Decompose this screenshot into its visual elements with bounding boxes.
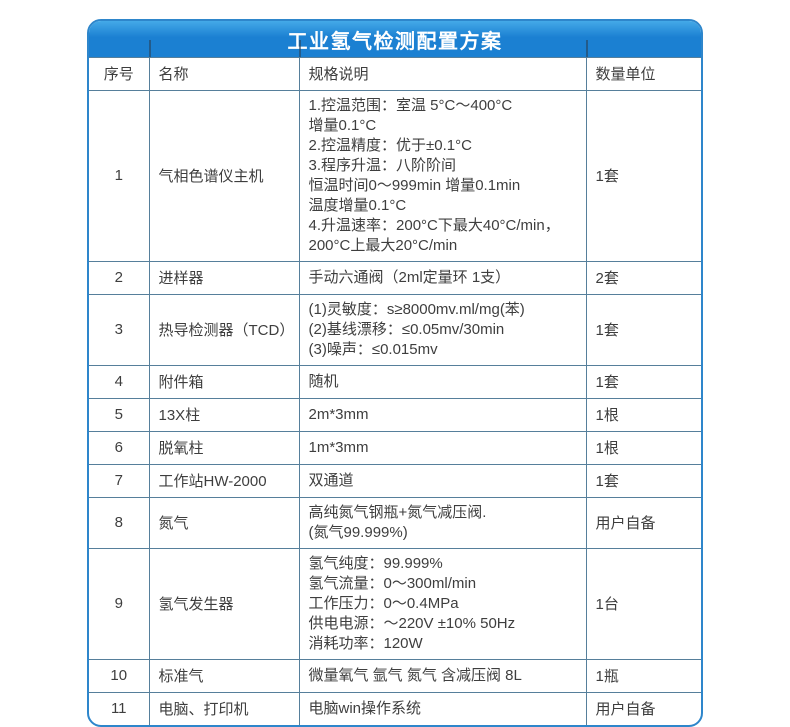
- cell-spec: 电脑win操作系统: [298, 691, 587, 725]
- spec-line: 4.升温速率：200°C下最大40°C/min，: [308, 216, 560, 234]
- cell-qty: 1套: [585, 293, 701, 366]
- column-divider-stub: [586, 40, 588, 57]
- col-header-index: 序号: [89, 58, 150, 91]
- cell-index: 3: [89, 293, 150, 366]
- spec-line: 氢气流量：0～300ml/min: [308, 574, 477, 592]
- cell-index: 7: [89, 463, 150, 498]
- cell-index: 9: [89, 547, 150, 660]
- config-table-card: 工业氢气检测配置方案 序号 名称 规格说明 数量单位 1 气相色谱仪主机 1.控温范…: [87, 19, 703, 727]
- spec-line: (氮气99.999%): [308, 523, 408, 541]
- cell-name: 氢气发生器: [148, 547, 300, 660]
- table-title-band: 工业氢气检测配置方案: [89, 21, 701, 58]
- spec-line: 2m*3mm: [308, 405, 369, 423]
- spec-line: 200°C上最大20°C/min: [308, 236, 458, 254]
- cell-spec: 高纯氮气钢瓶+氮气减压阀. (氮气99.999%): [298, 496, 587, 549]
- cell-qty: 1套: [585, 463, 701, 498]
- table-row: 5 13X柱 2m*3mm 1根: [89, 397, 701, 432]
- cell-spec: 微量氧气 氩气 氮气 含减压阀 8L: [298, 658, 587, 693]
- cell-name: 氮气: [148, 496, 300, 549]
- cell-index: 1: [89, 89, 150, 262]
- cell-name: 13X柱: [148, 397, 300, 432]
- spec-line: 增量0.1°C: [308, 116, 377, 134]
- cell-index: 4: [89, 364, 150, 399]
- cell-spec: 双通道: [298, 463, 587, 498]
- cell-index: 10: [89, 658, 150, 693]
- table-row: 11 电脑、打印机 电脑win操作系统 用户自备: [89, 691, 701, 725]
- spec-line: 消耗功率：120W: [308, 634, 423, 652]
- spec-line: 高纯氮气钢瓶+氮气减压阀.: [308, 503, 487, 521]
- spec-line: 工作压力：0～0.4MPa: [308, 594, 459, 612]
- col-header-name: 名称: [148, 58, 300, 91]
- cell-qty: 1根: [585, 397, 701, 432]
- spec-line: (1)灵敏度：s≥8000mv.ml/mg(苯): [308, 300, 525, 318]
- cell-index: 11: [89, 691, 150, 725]
- cell-spec: 1m*3mm: [298, 430, 587, 465]
- cell-name: 进样器: [148, 260, 300, 295]
- cell-qty: 1台: [585, 547, 701, 660]
- cell-name: 脱氧柱: [148, 430, 300, 465]
- cell-name: 电脑、打印机: [148, 691, 300, 725]
- spec-line: 随机: [308, 372, 339, 390]
- cell-index: 5: [89, 397, 150, 432]
- table-row: 7 工作站HW-2000 双通道 1套: [89, 463, 701, 498]
- cell-index: 8: [89, 496, 150, 549]
- spec-line: 手动六通阀（2ml定量环 1支）: [308, 268, 511, 286]
- cell-qty: 1根: [585, 430, 701, 465]
- cell-qty: 1套: [585, 364, 701, 399]
- cell-qty: 1瓶: [585, 658, 701, 693]
- cell-spec: 2m*3mm: [298, 397, 587, 432]
- cell-name: 热导检测器（TCD）: [148, 293, 300, 366]
- cell-spec: 手动六通阀（2ml定量环 1支）: [298, 260, 587, 295]
- spec-line: 3.程序升温：八阶阶间: [308, 156, 457, 174]
- spec-line: (3)噪声：≤0.015mv: [308, 340, 438, 358]
- cell-spec: 1.控温范围：室温 5°C～400°C 增量0.1°C 2.控温精度：优于±0.1°…: [298, 89, 587, 262]
- column-divider-stub: [149, 40, 151, 57]
- table-row: 9 氢气发生器 氢气纯度：99.999% 氢气流量：0～300ml/min 工作压力：0…: [89, 547, 701, 660]
- spec-line: 供电电源：～220V ±10% 50Hz: [308, 614, 516, 632]
- table-row: 3 热导检测器（TCD） (1)灵敏度：s≥8000mv.ml/mg(苯) (2)基线…: [89, 293, 701, 366]
- spec-line: 双通道: [308, 471, 354, 489]
- table-row: 10 标准气 微量氧气 氩气 氮气 含减压阀 8L 1瓶: [89, 658, 701, 693]
- cell-spec: 氢气纯度：99.999% 氢气流量：0～300ml/min 工作压力：0～0.4MP…: [298, 547, 587, 660]
- cell-name: 气相色谱仪主机: [148, 89, 300, 262]
- spec-table: 序号 名称 规格说明 数量单位 1 气相色谱仪主机 1.控温范围：室温 5°C～40…: [89, 58, 701, 725]
- cell-qty: 1套: [585, 89, 701, 262]
- spec-line: 1m*3mm: [308, 438, 369, 456]
- cell-qty: 用户自备: [585, 691, 701, 725]
- cell-index: 2: [89, 260, 150, 295]
- spec-line: 微量氧气 氩气 氮气 含减压阀 8L: [308, 666, 522, 684]
- table-row: 1 气相色谱仪主机 1.控温范围：室温 5°C～400°C 增量0.1°C 2.控温精度…: [89, 89, 701, 262]
- cell-qty: 用户自备: [585, 496, 701, 549]
- table-row: 4 附件箱 随机 1套: [89, 364, 701, 399]
- spec-line: 电脑win操作系统: [308, 699, 422, 717]
- spec-line: 1.控温范围：室温 5°C～400°C: [308, 96, 513, 114]
- table-row: 6 脱氧柱 1m*3mm 1根: [89, 430, 701, 465]
- spec-line: 氢气纯度：99.999%: [308, 554, 443, 572]
- cell-name: 工作站HW-2000: [148, 463, 300, 498]
- cell-name: 附件箱: [148, 364, 300, 399]
- spec-line: 2.控温精度：优于±0.1°C: [308, 136, 472, 154]
- page-title: 工业氢气检测配置方案: [287, 30, 503, 53]
- table-row: 2 进样器 手动六通阀（2ml定量环 1支） 2套: [89, 260, 701, 295]
- header-row: 序号 名称 规格说明 数量单位: [89, 58, 701, 91]
- spec-line: (2)基线漂移：≤0.05mv/30min: [308, 320, 505, 338]
- spec-line: 温度增量0.1°C: [308, 196, 407, 214]
- spec-line: 恒温时间0～999min 增量0.1min: [308, 176, 521, 194]
- col-header-qty: 数量单位: [585, 58, 701, 91]
- cell-qty: 2套: [585, 260, 701, 295]
- cell-spec: 随机: [298, 364, 587, 399]
- table-row: 8 氮气 高纯氮气钢瓶+氮气减压阀. (氮气99.999%) 用户自备: [89, 496, 701, 549]
- cell-name: 标准气: [148, 658, 300, 693]
- col-header-spec: 规格说明: [298, 58, 587, 91]
- cell-index: 6: [89, 430, 150, 465]
- cell-spec: (1)灵敏度：s≥8000mv.ml/mg(苯) (2)基线漂移：≤0.05mv/…: [298, 293, 587, 366]
- column-divider-stub: [299, 40, 301, 57]
